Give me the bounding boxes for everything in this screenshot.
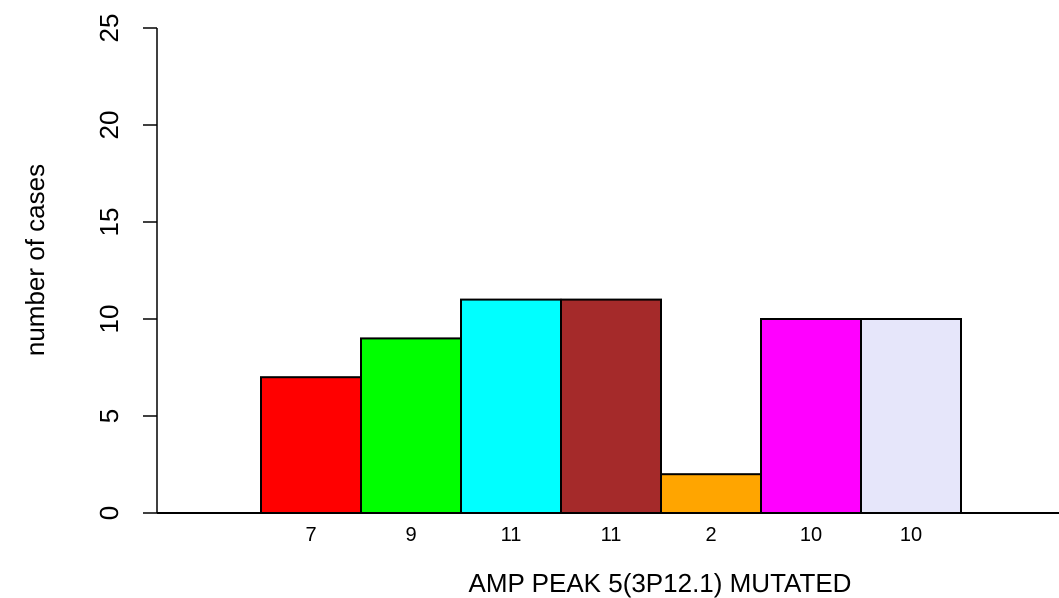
y-tick-label: 25: [94, 14, 124, 43]
x-tick-label: 2: [705, 524, 716, 546]
bar-3: [460, 298, 562, 514]
x-axis: 7 9 11 11 2 10 10: [157, 512, 1059, 546]
bar-5: [660, 473, 762, 515]
bars: [260, 298, 962, 515]
y-tick-label: 20: [94, 111, 124, 140]
bar-7: [860, 318, 962, 514]
y-axis: 0 5 10 15 20 25: [94, 14, 158, 520]
y-tick-label: 0: [94, 506, 124, 520]
x-axis-label: AMP PEAK 5(3P12.1) MUTATED: [469, 568, 852, 598]
bar-2: [360, 337, 462, 514]
x-tick-label: 10: [900, 524, 922, 546]
y-tick-label: 10: [94, 305, 124, 334]
x-tick-label: 10: [800, 524, 822, 546]
bar-1: [260, 376, 362, 515]
y-tick-label: 15: [94, 208, 124, 237]
x-tick-label: 11: [501, 524, 522, 546]
bar-4: [560, 298, 662, 514]
x-tick-label: 11: [601, 524, 622, 546]
bar-6: [760, 318, 862, 514]
x-tick-label: 9: [405, 524, 416, 546]
x-tick-label: 7: [305, 524, 316, 546]
y-tick-label: 5: [94, 409, 124, 423]
y-axis-label: number of cases: [20, 164, 50, 356]
